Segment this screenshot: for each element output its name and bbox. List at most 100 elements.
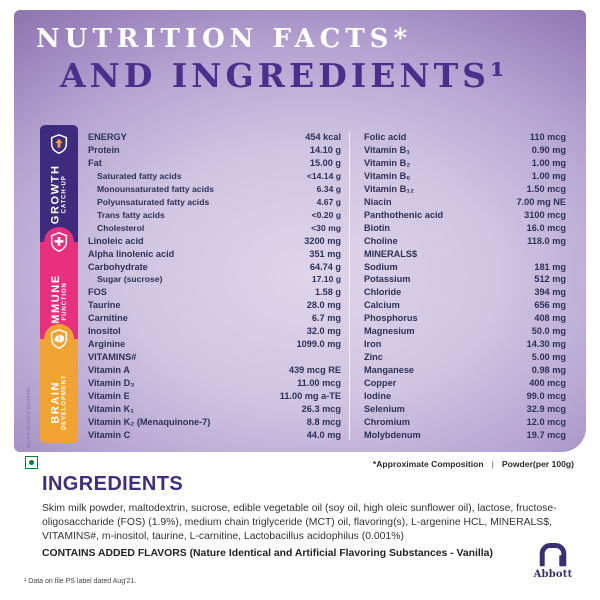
table-row: ENERGY 454 kcal: [88, 132, 341, 142]
nutrient-value: <30 mg: [311, 222, 341, 233]
nutrient-label: Chloride: [364, 287, 402, 298]
nutrient-label: VITAMINS#: [88, 352, 137, 363]
table-row: Biotin 16.0 mcg: [364, 223, 566, 233]
table-row: Calcium 656 mg: [364, 300, 566, 310]
table-row: Sugar (sucrose) 17.10 g: [88, 274, 341, 284]
nutrient-label: Saturated fatty acids: [97, 170, 182, 181]
nutrient-label: Copper: [364, 378, 397, 389]
segment-sublabel: DEVELOPMENT: [61, 374, 68, 430]
table-row: Vitamin K₂ (Menaquinone-7) 8.8 mcg: [88, 417, 341, 427]
nutrient-label: Vitamin C: [88, 429, 131, 440]
approx-composition-note: *Approximate Composition | Powder(per 100g…: [373, 459, 574, 469]
nutrient-label: Panthothenic acid: [364, 209, 444, 220]
table-row: FOS 1.58 g: [88, 287, 341, 297]
left-edge-code: NU-PD-SC/NTD-037/9999: [26, 386, 31, 448]
nutrient-label: Protein: [88, 144, 120, 155]
vegetarian-mark-icon: [25, 456, 38, 469]
table-row: Selenium 32.9 mcg: [364, 404, 566, 414]
table-row: Vitamin B₁₂ 1.50 mcg: [364, 184, 566, 194]
table-row: Vitamin D₃ 11.00 mcg: [88, 378, 341, 388]
nutrient-value: 6.34 g: [316, 183, 341, 194]
nutrient-value: 351 mg: [309, 248, 341, 259]
nutrient-value: 28.0 mg: [306, 300, 341, 311]
table-row: Magnesium 50.0 mg: [364, 326, 566, 336]
nutrient-value: 1099.0 mg: [296, 339, 341, 350]
sidebar-item-immune-function: IMMUNE FUNCTION: [40, 227, 78, 339]
nutrient-label: MINERALS$: [364, 248, 418, 259]
nutrient-label: Carnitine: [88, 313, 128, 324]
nutrient-label: Vitamin E: [88, 391, 130, 402]
nutrient-label: Iron: [364, 339, 382, 350]
nutrient-label: ENERGY: [88, 132, 127, 142]
sidebar-item-brain-development: BRAIN DEVELOPMENT: [40, 324, 78, 443]
table-row: Vitamin A 439 mcg RE: [88, 365, 341, 375]
nutrient-value: 656 mg: [534, 300, 566, 311]
table-row: Choline 118.0 mg: [364, 236, 566, 246]
nutrient-value: 11.00 mg a-TE: [279, 391, 341, 402]
nutrient-value: 3100 mcg: [524, 209, 566, 220]
nutrient-label: Monounsaturated fatty acids: [97, 183, 214, 194]
nutrient-value: 16.0 mcg: [526, 222, 566, 233]
nutrient-label: Vitamin B₂: [364, 157, 411, 168]
nutrient-value: 12.0 mcg: [526, 416, 566, 427]
abbott-logomark-icon: [539, 543, 567, 567]
nutrient-value: 454 kcal: [305, 132, 341, 142]
nutrient-label: Vitamin A: [88, 365, 130, 376]
nutrient-value: 1.58 g: [314, 287, 341, 298]
table-row: Taurine 28.0 mg: [88, 300, 341, 310]
nutrient-value: 512 mg: [534, 274, 566, 285]
nutrient-label: Vitamin B₁: [364, 144, 411, 155]
nutrient-label: Sodium: [364, 261, 398, 272]
nutrition-table: ENERGY 454 kcal Protein 14.10 g Fat 15.0…: [88, 132, 566, 440]
table-row: Molybdenum 19.7 mcg: [364, 430, 566, 440]
nutrient-label: Molybdenum: [364, 429, 421, 440]
table-row: Fat 15.00 g: [88, 158, 341, 168]
nutrient-label: Linoleic acid: [88, 235, 144, 246]
nutrient-label: Inositol: [88, 326, 121, 337]
nutrient-value: 50.0 mg: [531, 326, 566, 337]
nutrient-value: 408 mg: [534, 313, 566, 324]
nutrient-value: <0.20 g: [311, 209, 341, 220]
nutrient-label: Arginine: [88, 339, 126, 350]
table-row: Arginine 1099.0 mg: [88, 339, 341, 349]
nutrient-label: Cholesterol: [97, 222, 145, 233]
ingredients-text: Skim milk powder, maltodextrin, sucrose,…: [42, 503, 557, 542]
table-row: Phosphorus 408 mg: [364, 313, 566, 323]
data-on-file-footnote: ¹ Data on file PS label dated Aug'21.: [24, 578, 137, 585]
abbott-wordmark: Abbott: [533, 569, 573, 580]
nutrient-label: Sugar (sucrose): [97, 274, 163, 285]
nutrient-value: 14.30 mg: [526, 339, 566, 350]
benefit-sidebar: GROWTH CATCH-UP IMMUNE FUNCTION: [40, 125, 78, 443]
nutrient-label: Trans fatty acids: [97, 209, 165, 220]
nutrient-value: 19.7 mcg: [526, 429, 566, 440]
nutrient-value: 26.3 mcg: [301, 404, 341, 415]
nutrient-label: Alpha linolenic acid: [88, 248, 175, 259]
table-row: Polyunsaturated fatty acids 4.67 g: [88, 197, 341, 207]
table-row: MINERALS$: [364, 249, 566, 259]
table-row: Folic acid 110 mcg: [364, 132, 566, 142]
ingredients-heading: INGREDIENTS: [42, 473, 184, 495]
nutrient-value: 118.0 mg: [527, 235, 566, 246]
shield-brain-icon: [44, 324, 74, 354]
nutrient-label: Iodine: [364, 391, 392, 402]
nutrition-column-left: ENERGY 454 kcal Protein 14.10 g Fat 15.0…: [88, 132, 349, 440]
table-row: Vitamin B₆ 1.00 mg: [364, 171, 566, 181]
nutrient-value: 17.10 g: [311, 274, 341, 285]
table-row: Monounsaturated fatty acids 6.34 g: [88, 184, 341, 194]
nutrient-value: 99.0 mcg: [526, 391, 566, 402]
segment-sublabel: CATCH-UP: [61, 175, 68, 214]
table-row: Vitamin B₂ 1.00 mg: [364, 158, 566, 168]
table-row: Carnitine 6.7 mg: [88, 313, 341, 323]
table-row: Vitamin B₁ 0.90 mg: [364, 145, 566, 155]
nutrient-value: 439 mcg RE: [288, 365, 341, 376]
nutrient-value: 0.90 mg: [531, 144, 566, 155]
table-row: Iodine 99.0 mcg: [364, 391, 566, 401]
shield-arrow-up-icon: [44, 129, 74, 159]
segment-label: GROWTH: [49, 164, 62, 225]
table-row: Sodium 181 mg: [364, 262, 566, 272]
table-row: Vitamin E 11.00 mg a-TE: [88, 391, 341, 401]
table-row: Vitamin K₁ 26.3 mcg: [88, 404, 341, 414]
table-row: Chloride 394 mg: [364, 287, 566, 297]
table-row: Panthothenic acid 3100 mcg: [364, 210, 566, 220]
